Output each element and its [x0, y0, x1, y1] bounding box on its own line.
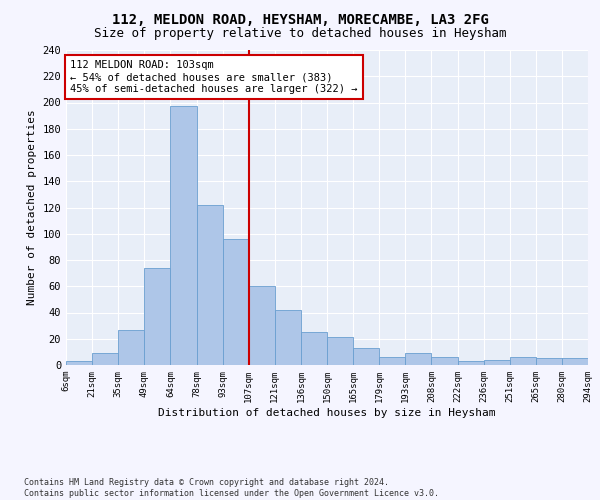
Bar [458, 361, 484, 365]
Bar [353, 348, 379, 365]
Bar [562, 358, 588, 365]
X-axis label: Distribution of detached houses by size in Heysham: Distribution of detached houses by size … [158, 408, 496, 418]
Bar [510, 357, 536, 365]
Bar [118, 330, 145, 365]
Bar [406, 353, 431, 365]
Bar [197, 205, 223, 365]
Bar [249, 286, 275, 365]
Text: 112 MELDON ROAD: 103sqm
← 54% of detached houses are smaller (383)
45% of semi-d: 112 MELDON ROAD: 103sqm ← 54% of detache… [70, 60, 358, 94]
Bar [66, 361, 92, 365]
Bar [92, 353, 118, 365]
Y-axis label: Number of detached properties: Number of detached properties [27, 110, 37, 306]
Bar [145, 268, 170, 365]
Text: Contains HM Land Registry data © Crown copyright and database right 2024.
Contai: Contains HM Land Registry data © Crown c… [24, 478, 439, 498]
Bar [223, 239, 249, 365]
Bar [431, 357, 458, 365]
Text: 112, MELDON ROAD, HEYSHAM, MORECAMBE, LA3 2FG: 112, MELDON ROAD, HEYSHAM, MORECAMBE, LA… [112, 12, 488, 26]
Bar [327, 338, 353, 365]
Text: Size of property relative to detached houses in Heysham: Size of property relative to detached ho… [94, 28, 506, 40]
Bar [536, 358, 562, 365]
Bar [170, 106, 197, 365]
Bar [484, 360, 510, 365]
Bar [275, 310, 301, 365]
Bar [301, 332, 327, 365]
Bar [379, 357, 406, 365]
